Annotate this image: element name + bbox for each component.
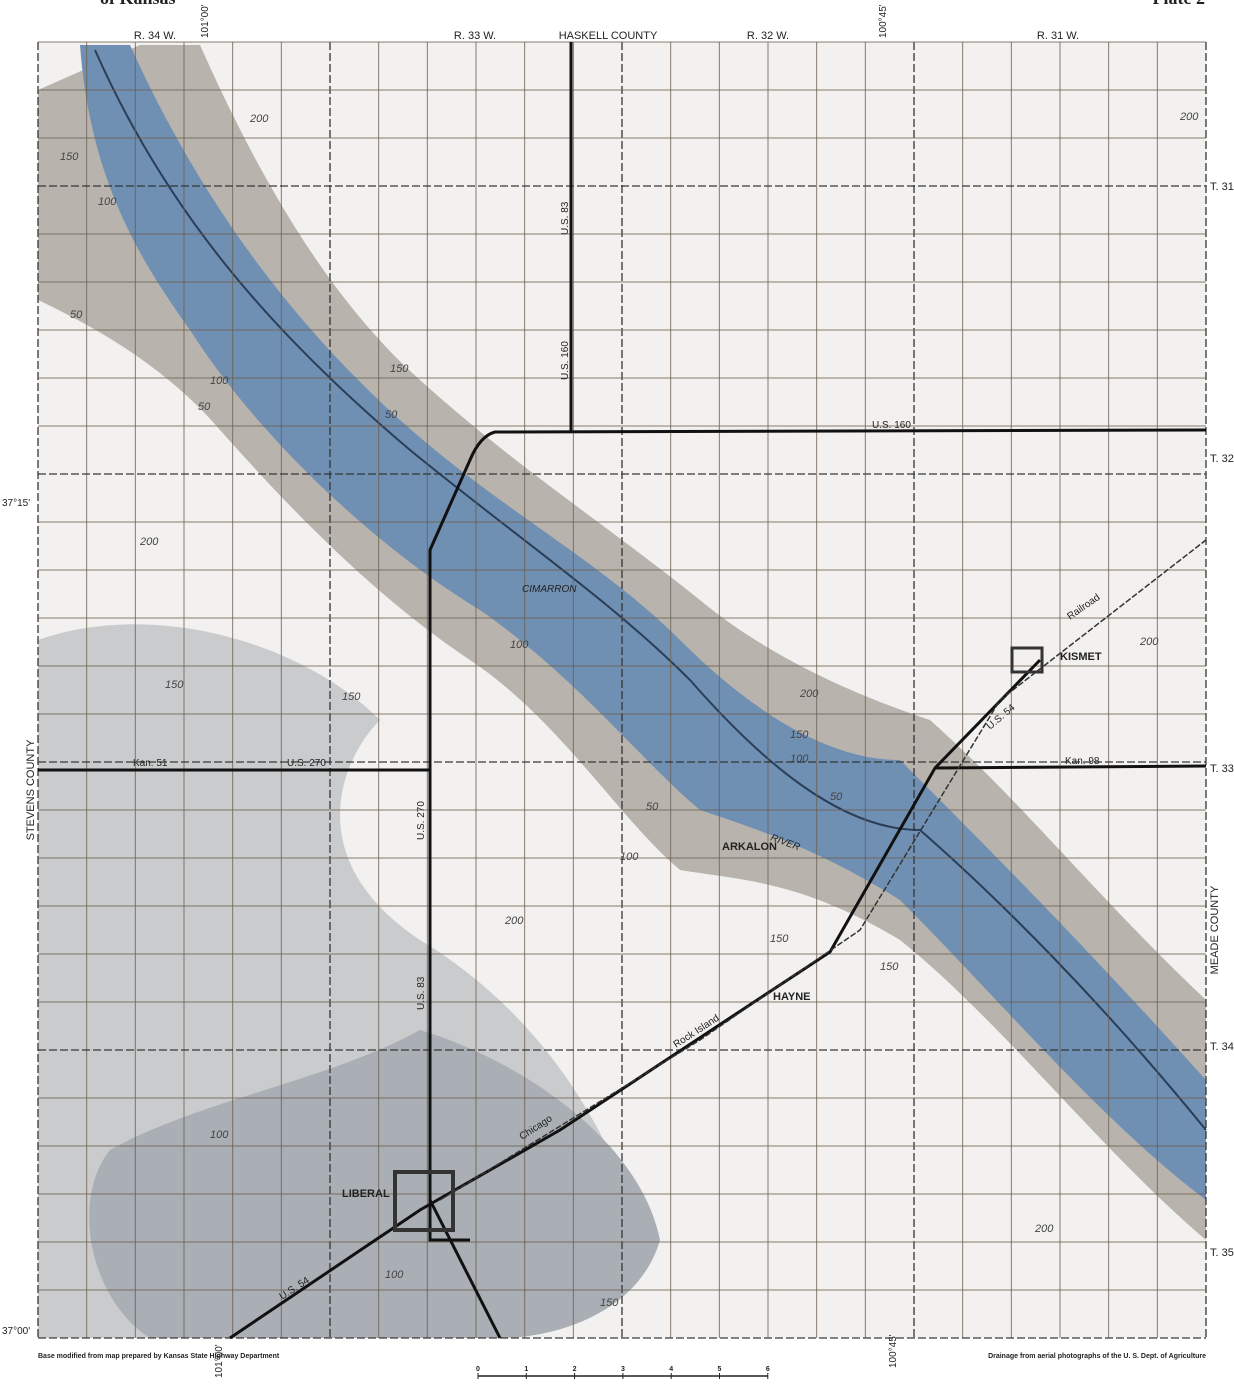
contour-label: 100 [385,1269,404,1281]
range-label: R. 32 W. [747,30,789,42]
shaded-area [89,1030,660,1338]
township-label: T. 32 S. [1210,453,1234,465]
coordinate-label: 37°15' [2,498,30,509]
contour-label: 200 [139,536,159,548]
feature-label: CIMARRON [522,584,577,595]
contour-label: 200 [1179,111,1199,123]
road [934,764,1207,770]
county-label: STEVENS COUNTY [25,739,37,841]
header-left: of Kansas [100,0,176,8]
contour-label: 50 [646,801,659,813]
note: Drainage from aerial photographs of the … [988,1353,1206,1360]
road-label: U.S. 83 [416,976,427,1010]
contour-label: 150 [165,679,184,691]
contour-label: 150 [770,933,789,945]
road-label: U.S. 160 [872,420,911,431]
road [428,1199,502,1339]
river [94,49,1207,1131]
road-label: U.S. 160 [560,341,571,380]
coordinate-label: 37°00' [2,1326,30,1337]
road-label: Kan. 98 [1065,756,1100,767]
contour-label: 200 [799,688,819,700]
roads [38,42,1207,1340]
contour-label: 50 [70,309,83,321]
place-label: HAYNE [773,991,811,1003]
scale-label: 6 [766,1366,770,1373]
scale-label: 2 [573,1366,577,1373]
coordinate-label: 100°45' [878,4,889,38]
road [428,428,1207,1242]
range-label: R. 33 W. [454,30,496,42]
scale-bar: 0 1 2 3 4 5 6 [476,1366,770,1379]
town-outline [1010,646,1044,674]
coordinate-label: 100°45' [888,1334,899,1368]
township-label: T. 34 S. [1210,1041,1234,1053]
coordinate-label: 101°00' [214,1344,225,1378]
contour-label: 100 [210,1129,229,1141]
place-label: ARKALON [722,841,777,853]
place-label: LIBERAL [342,1188,390,1200]
header-right: Plate 2 [1153,0,1205,8]
town-outline [393,1170,455,1232]
range-label: R. 34 W. [134,30,176,42]
contour-label: 150 [390,363,409,375]
contour-label: 200 [1139,636,1159,648]
county-label: MEADE COUNTY [1209,885,1221,974]
contour-label: 200 [1034,1223,1054,1235]
contour-labels: 200 150 100 50 150 100 50 200 150 50 100 150 200 150 1… [60,111,1199,1309]
scale-label: 4 [669,1366,673,1373]
township-label: T. 33 S. [1210,763,1234,775]
road-label: U.S. 270 [416,801,427,840]
county-label: HASKELL COUNTY [559,30,658,42]
contour-label: 100 [210,375,229,387]
contour-label: 200 [249,113,269,125]
road [229,658,1042,1340]
contour-label: 100 [790,753,809,765]
contour-label: 100 [98,196,117,208]
valley-inner [80,45,1206,1200]
scale-label: 3 [621,1366,625,1373]
contour-label: 150 [790,729,809,741]
road-label: U.S. 83 [560,201,571,235]
contour-label: 200 [504,915,524,927]
scale-label: 5 [718,1366,722,1373]
contour-label: 50 [385,409,398,421]
scale-label: 0 [476,1366,480,1373]
contour-label: 100 [510,639,529,651]
contour-label: 50 [830,791,843,803]
railroad [439,539,1207,1201]
contour-label: 50 [198,401,211,413]
township-label: T. 35 S. [1210,1247,1234,1259]
place-label: KISMET [1060,651,1102,663]
contour-label: 150 [60,151,79,163]
road-label: Kan. 51 [133,758,168,769]
coordinate-label: 101°00' [200,4,211,38]
contour-label: 150 [342,691,361,703]
contour-label: 100 [620,851,639,863]
road-label: U.S. 270 [287,758,326,769]
scale-label: 1 [524,1366,528,1373]
contour-label: 150 [600,1297,619,1309]
range-label: R. 31 W. [1037,30,1079,42]
township-label: T. 31 S. [1210,181,1234,193]
note: Base modified from map prepared by Kansa… [38,1353,280,1360]
contour-label: 150 [880,961,899,973]
